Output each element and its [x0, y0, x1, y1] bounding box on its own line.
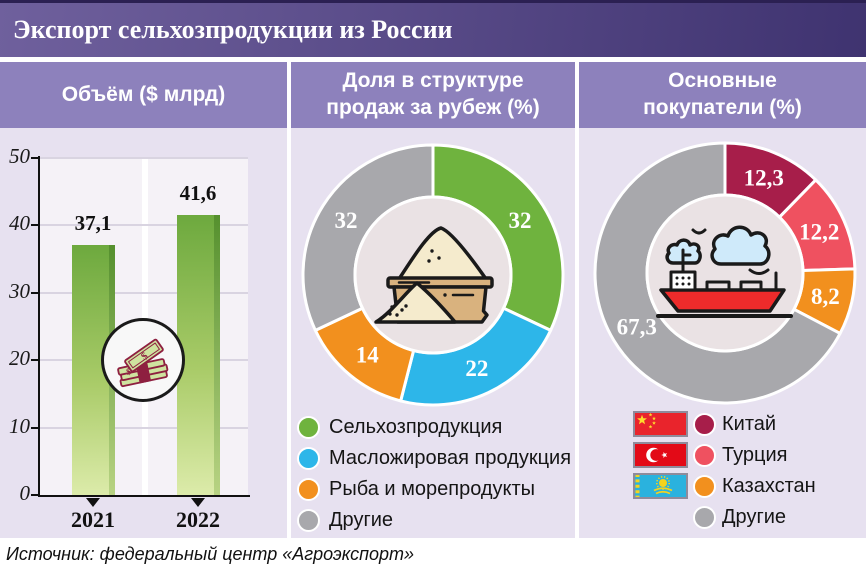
bar-value-label: 37,1: [74, 210, 112, 235]
legend-swatch: [297, 446, 320, 470]
source-bar: Источник: федеральный центр «Агроэкспорт…: [0, 538, 866, 571]
legend-label: Рыба и морепродукты: [329, 477, 536, 500]
legend-item: Другие: [633, 504, 816, 530]
page-title: Экспорт сельхозпродукции из России: [13, 15, 453, 44]
panel-sales-structure-header: Доля в структуре продаж за рубеж (%): [291, 62, 575, 128]
y-axis-label: 50: [9, 144, 30, 168]
legend-label: Турция: [722, 443, 788, 466]
y-axis-tick: [31, 494, 38, 496]
legend-item: Турция: [633, 442, 816, 468]
legend-swatch: [693, 474, 716, 498]
panels-row: Объём ($ млрд) 0 10 20 30 40 50 37,1 2021 41,6 20…: [0, 62, 866, 538]
y-axis-label: 40: [9, 211, 30, 236]
legend-swatch: [693, 412, 716, 436]
legend-item: Казахстан: [633, 473, 816, 499]
bar-chart: 0 10 20 30 40 50 37,1 2021 41,6 2022: [0, 128, 287, 538]
legend-sales-structure: Сельхозпродукция Масложировая продукция Ры…: [291, 414, 571, 533]
legend-label: Другие: [722, 505, 787, 528]
legend-buyers: Китай Турция Казахстан Другие: [579, 411, 816, 530]
legend-item: Другие: [297, 507, 571, 533]
legend-label: Масложировая продукция: [329, 446, 572, 469]
legend-label: Другие: [329, 508, 394, 531]
gridline: [40, 291, 248, 294]
panel-buyers: Основные покупатели (%): [579, 62, 866, 538]
axis-pointer-icon: [191, 498, 205, 507]
panel-volume-body: 0 10 20 30 40 50 37,1 2021 41,6 2022 $: [0, 128, 287, 538]
x-axis-label: 2021: [71, 507, 115, 532]
panel-volume-header: Объём ($ млрд): [0, 62, 287, 128]
y-axis-label: 20: [9, 346, 30, 371]
legend-label: Сельхозпродукция: [329, 415, 503, 438]
x-axis-label: 2022: [176, 507, 220, 532]
y-axis-label: 30: [9, 278, 30, 303]
donut-value-label: 12,2: [799, 220, 839, 245]
donut-value-label: 22: [465, 356, 488, 381]
donut-value-label: 67,3: [617, 314, 657, 339]
donut-value-label: 12,3: [744, 166, 784, 191]
legend-item: Сельхозпродукция: [297, 414, 571, 440]
gridline: [40, 224, 248, 227]
donut-chart-buyers: 12,3 12,2 8,2 67,3: [593, 141, 857, 405]
flag-kz-icon: [633, 473, 688, 499]
panel-volume: Объём ($ млрд) 0 10 20 30 40 50 37,1 2021 41,6 20…: [0, 62, 287, 538]
cargo-ship-icon: [656, 225, 793, 318]
legend-swatch: [693, 505, 716, 529]
source-text: Источник: федеральный центр «Агроэкспорт…: [6, 544, 415, 564]
legend-item: Рыба и морепродукты: [297, 476, 571, 502]
panel-buyers-header: Основные покупатели (%): [579, 62, 866, 128]
legend-label: Казахстан: [722, 474, 816, 497]
title-bar: Экспорт сельхозпродукции из России: [0, 3, 866, 57]
y-axis-label: 0: [19, 481, 31, 505]
legend-swatch: [297, 415, 320, 439]
legend-item: Масложировая продукция: [297, 445, 571, 471]
legend-label: Китай: [722, 412, 777, 435]
y-axis-tick: [31, 157, 38, 159]
panel-buyers-body: 12,3 12,2 8,2 67,3 Китай Турция Казахстан Друг…: [579, 128, 866, 538]
svg-text:$: $: [125, 366, 132, 377]
gridline: [40, 157, 248, 159]
gridline: [40, 426, 248, 429]
donut-value-label: 32: [335, 208, 358, 233]
y-axis-label: 10: [9, 413, 30, 438]
donut-value-label: 14: [356, 342, 380, 367]
y-axis-tick: [31, 359, 38, 362]
y-axis-tick: [31, 426, 38, 429]
grain-sack-icon: [374, 226, 494, 324]
bar-value-label: 41,6: [179, 180, 217, 205]
legend-swatch: [297, 508, 320, 532]
money-badge: $ $: [101, 318, 185, 402]
svg-text:$: $: [139, 350, 151, 363]
donut-chart-sales-structure: 32 22 14 32: [301, 143, 565, 407]
legend-swatch: [297, 477, 320, 501]
money-stack-icon: $ $: [117, 338, 169, 388]
bar-shadow-edge: [213, 214, 220, 495]
y-axis-tick: [31, 224, 38, 227]
legend-item: Китай: [633, 411, 816, 437]
y-axis-tick: [31, 291, 38, 294]
donut-value-label: 32: [509, 208, 532, 233]
legend-swatch: [693, 443, 716, 467]
top-accent-line: [0, 0, 866, 3]
donut-value-label: 8,2: [811, 284, 840, 309]
panel-sales-structure-body: 32 22 14 32 Сельхозпродукция Масложировая пр…: [291, 128, 575, 538]
flag-placeholder: [633, 504, 688, 530]
flag-tr-icon: [633, 442, 688, 468]
flag-cn-icon: [633, 411, 688, 437]
panel-sales-structure: Доля в структуре продаж за рубеж (%): [291, 62, 575, 538]
y-axis-line: [38, 156, 40, 497]
x-axis-line: [38, 495, 250, 497]
axis-pointer-icon: [86, 498, 100, 507]
